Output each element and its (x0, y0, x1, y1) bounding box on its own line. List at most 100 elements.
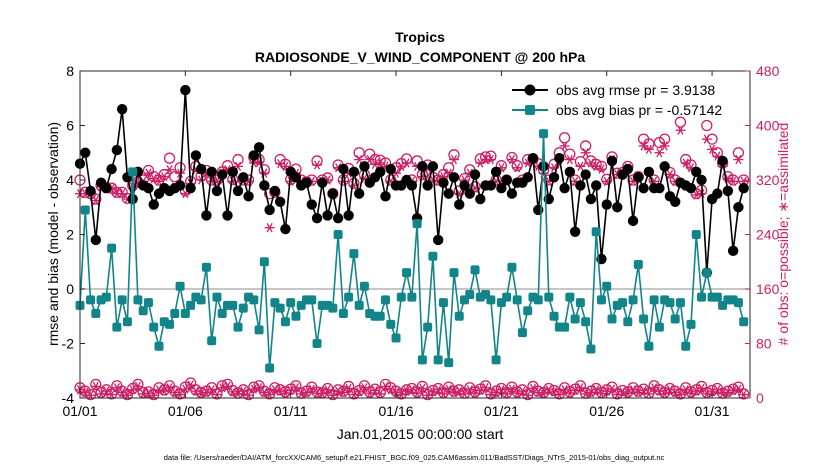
rmse-point (80, 147, 91, 158)
obs-assimilated-marker-stroke (361, 173, 368, 184)
obs-assimilated-low-marker-stroke (703, 389, 710, 399)
bias-point (359, 281, 369, 291)
obs-possible-marker (558, 132, 571, 144)
legend-swatch-bias-marker (525, 105, 535, 115)
obs-assimilated-marker (675, 125, 686, 135)
bias-point (649, 295, 659, 305)
rmse-point (538, 161, 549, 172)
obs-possible-low-marker (132, 378, 144, 391)
bias-point (449, 268, 459, 278)
bias-point (381, 295, 391, 305)
obs-assimilated-marker-stroke (572, 176, 579, 187)
bias-series (75, 129, 749, 373)
obs-possible-marker (469, 181, 481, 193)
obs-assimilated-marker-stroke (656, 148, 663, 158)
bias-point (586, 344, 596, 354)
obs-assimilated-marker-stroke (445, 168, 452, 178)
bias-point (275, 303, 285, 313)
rmse-point (201, 210, 212, 221)
plot-background (80, 71, 750, 398)
obs-assimilated-low-marker-stroke (593, 385, 600, 395)
bias-point (107, 243, 117, 253)
obs-possible-marker (732, 147, 745, 159)
obs-possible-low-marker (311, 386, 323, 398)
obs-assimilated-low-marker (485, 389, 496, 400)
bias-point (575, 298, 585, 308)
rmse-point (733, 202, 744, 213)
bias-point (454, 311, 464, 321)
obs-possible-marker (548, 158, 560, 170)
rmse-point (375, 166, 386, 178)
bias-point (286, 298, 296, 308)
obs-assimilated-marker-stroke (166, 165, 173, 175)
rmse-point (280, 223, 291, 235)
obs-assimilated-marker-stroke (687, 163, 695, 173)
obs-assimilated-low-marker (512, 388, 523, 398)
rmse-point (659, 161, 670, 172)
obs-assimilated-low-marker-stroke (187, 380, 194, 390)
y-right-tick-label: 480 (756, 63, 780, 79)
rmse-point (691, 166, 702, 178)
rmse-point (506, 188, 518, 199)
obs-assimilated-marker (580, 148, 591, 158)
bias-point (312, 339, 322, 348)
rmse-point (243, 191, 254, 202)
obs-assimilated-marker (596, 164, 607, 174)
rmse-point (485, 180, 497, 191)
obs-possible-marker (674, 116, 687, 128)
obs-assimilated-marker (564, 154, 575, 165)
bias-point (549, 311, 559, 321)
obs-possible-low-marker (84, 388, 97, 401)
bias-point (180, 309, 190, 319)
obs-possible-marker (379, 157, 392, 169)
rmse-point (443, 188, 454, 199)
obs-possible-marker (353, 147, 365, 159)
bias-point (712, 292, 722, 302)
rmse-point (527, 153, 539, 164)
obs-possible-marker (211, 174, 223, 186)
bias-point (544, 292, 554, 302)
obs-possible-marker (506, 151, 518, 164)
obs-assimilated-low-marker (164, 383, 175, 393)
obs-assimilated-low-marker-stroke (429, 387, 436, 397)
rmse-point (211, 185, 223, 197)
legend-label-rmse: obs avg rmse pr = 3.9138 (556, 82, 715, 98)
bias-point (644, 341, 654, 351)
bias-point (80, 205, 90, 215)
rmse-point (90, 234, 102, 246)
obs-assimilated-marker (733, 154, 744, 165)
obs-assimilated-low-marker (643, 389, 654, 399)
rmse-point (464, 188, 475, 199)
obs-assimilated-marker (401, 158, 412, 168)
obs-assimilated-low-marker-stroke (198, 389, 205, 399)
obs-assimilated-marker-stroke (119, 188, 126, 199)
obs-assimilated-marker-stroke (730, 176, 737, 187)
obs-assimilated-low-marker-stroke (224, 381, 231, 392)
obs-assimilated-low-marker-stroke (519, 386, 526, 396)
obs-assimilated-marker-stroke (603, 176, 610, 187)
rmse-point (206, 166, 217, 178)
bias-point (465, 289, 475, 299)
y-right-tick-label: 240 (756, 227, 780, 243)
obs-possible-low-marker (543, 382, 555, 395)
bias-point (333, 230, 343, 239)
rmse-point (311, 212, 323, 224)
bias-point (175, 281, 185, 291)
bias-point (117, 295, 127, 305)
rmse-point (554, 153, 565, 164)
rmse-point (590, 180, 602, 191)
obs-assimilated-marker-stroke (598, 164, 605, 174)
bias-point (654, 322, 664, 332)
obs-assimilated-low-marker (111, 383, 122, 393)
bias-point (533, 295, 543, 305)
bias-point (170, 309, 180, 319)
obs-assimilated-low-marker (375, 389, 386, 399)
bias-point (138, 306, 148, 316)
bias-point (665, 298, 675, 308)
obs-possible-marker (479, 151, 492, 163)
rmse-point (454, 199, 465, 210)
chart-subtitle: RADIOSONDE_V_WIND_COMPONENT @ 200 hPa (255, 49, 585, 65)
obs-assimilated-low-marker (686, 388, 697, 398)
obs-assimilated-marker-stroke (735, 154, 742, 165)
